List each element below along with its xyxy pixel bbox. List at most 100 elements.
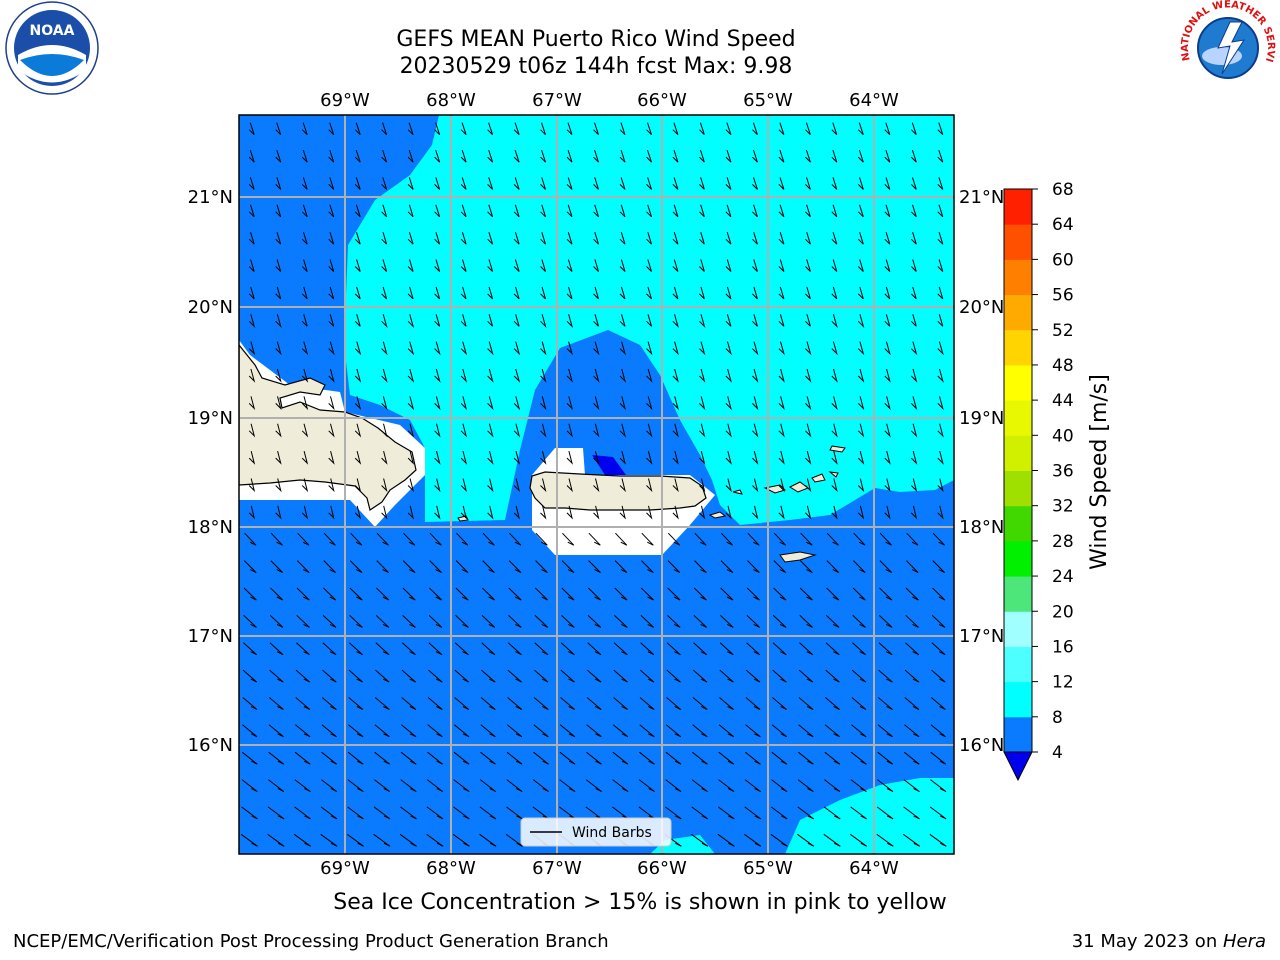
wind-barb xyxy=(851,724,867,738)
wind-barb xyxy=(646,259,652,272)
wind-barb xyxy=(619,396,626,411)
wind-barb xyxy=(275,259,282,272)
wind-barb xyxy=(322,642,337,656)
wind-barb xyxy=(825,642,840,656)
wind-barb xyxy=(566,204,573,218)
wind-barb xyxy=(672,259,679,272)
wind-barb xyxy=(744,751,761,765)
wind-barb xyxy=(699,368,706,383)
wind-barb xyxy=(910,450,918,465)
wind-barb xyxy=(561,615,575,628)
noaa-logo: NOAA xyxy=(5,1,99,95)
wind-barb xyxy=(646,396,653,411)
wind-barb xyxy=(910,478,918,493)
colorbar-segment xyxy=(1004,400,1032,436)
wind-barb xyxy=(566,177,573,190)
wind-barb xyxy=(825,669,840,683)
wind-barb xyxy=(294,779,311,793)
wind-barb xyxy=(240,833,258,847)
wind-barb xyxy=(407,177,414,190)
wind-barb xyxy=(641,532,654,546)
wind-barb xyxy=(805,478,812,493)
wind-barb xyxy=(453,806,470,820)
wind-barbs-legend: Wind Barbs xyxy=(520,817,672,847)
wind-barb xyxy=(586,751,602,765)
wind-barb xyxy=(588,532,601,546)
wind-barb xyxy=(560,697,576,710)
wind-barb xyxy=(691,751,708,765)
wind-barb xyxy=(460,478,468,493)
wind-barb xyxy=(374,724,390,738)
wind-barb xyxy=(434,232,441,245)
colorbar-segment xyxy=(1004,540,1032,577)
wind-barb xyxy=(879,532,892,546)
wind-barb xyxy=(752,368,759,383)
wind-barb xyxy=(937,368,944,383)
wind-barb xyxy=(699,122,705,136)
colorbar-tick-label: 32 xyxy=(1052,497,1074,517)
wind-barb xyxy=(460,177,467,190)
wind-barb xyxy=(348,697,364,710)
map-frame xyxy=(238,114,955,855)
wind-barb xyxy=(460,341,468,356)
wind-barb xyxy=(426,833,444,847)
wind-barb xyxy=(460,450,468,465)
wind-barb xyxy=(937,450,944,465)
wind-barb xyxy=(931,669,946,683)
wind-barb xyxy=(429,587,443,601)
wind-barb xyxy=(452,833,470,847)
wind-barb xyxy=(328,286,335,300)
wind-barb xyxy=(693,642,708,656)
wind-barb xyxy=(407,314,415,329)
wind-barb xyxy=(857,423,865,438)
wind-barb xyxy=(799,587,813,601)
wind-barb xyxy=(878,669,893,683)
wind-barb xyxy=(773,532,787,546)
wind-barb xyxy=(487,259,494,272)
wind-barb xyxy=(850,806,867,820)
wind-barb xyxy=(295,724,311,738)
wind-barb xyxy=(434,396,441,411)
wind-barb xyxy=(904,697,920,710)
colorbar-extend-arrow xyxy=(1003,751,1033,782)
wind-barb xyxy=(540,286,546,300)
wind-barb xyxy=(301,341,309,356)
wind-barb xyxy=(725,368,732,383)
wind-barb xyxy=(699,478,706,493)
wind-barb xyxy=(480,751,496,765)
wind-barb xyxy=(275,314,282,329)
wind-barb xyxy=(876,806,894,820)
wind-barb xyxy=(717,833,735,847)
wind-barb xyxy=(593,314,599,327)
wind-barb xyxy=(350,532,363,546)
wind-barb xyxy=(481,669,496,683)
wind-barb xyxy=(910,259,917,272)
wind-barb xyxy=(805,423,812,438)
wind-barb xyxy=(852,587,866,601)
wind-barb xyxy=(513,423,521,438)
wind-barb xyxy=(513,368,521,383)
wind-barb xyxy=(884,314,891,327)
wind-barb xyxy=(434,204,441,218)
wind-barb xyxy=(831,478,838,493)
wind-barb xyxy=(540,259,546,272)
wind-barb xyxy=(699,149,705,163)
wind-barb xyxy=(831,204,838,218)
wind-barb xyxy=(593,177,599,190)
wind-barb xyxy=(248,396,256,411)
wind-barb xyxy=(752,204,758,218)
wind-barb xyxy=(242,697,258,710)
wind-barb xyxy=(692,724,708,738)
wind-barb xyxy=(275,423,282,438)
wind-barb xyxy=(348,642,363,656)
wind-barb xyxy=(665,806,682,820)
wind-barb xyxy=(699,450,706,465)
wind-barb xyxy=(593,204,599,218)
wind-barb xyxy=(857,368,865,383)
wind-barb xyxy=(407,122,414,136)
wind-barb xyxy=(744,779,761,793)
wind-barb xyxy=(772,669,787,683)
wind-barb xyxy=(937,177,944,190)
lon-label: 64°W xyxy=(849,90,899,111)
wind-barb xyxy=(719,642,734,656)
